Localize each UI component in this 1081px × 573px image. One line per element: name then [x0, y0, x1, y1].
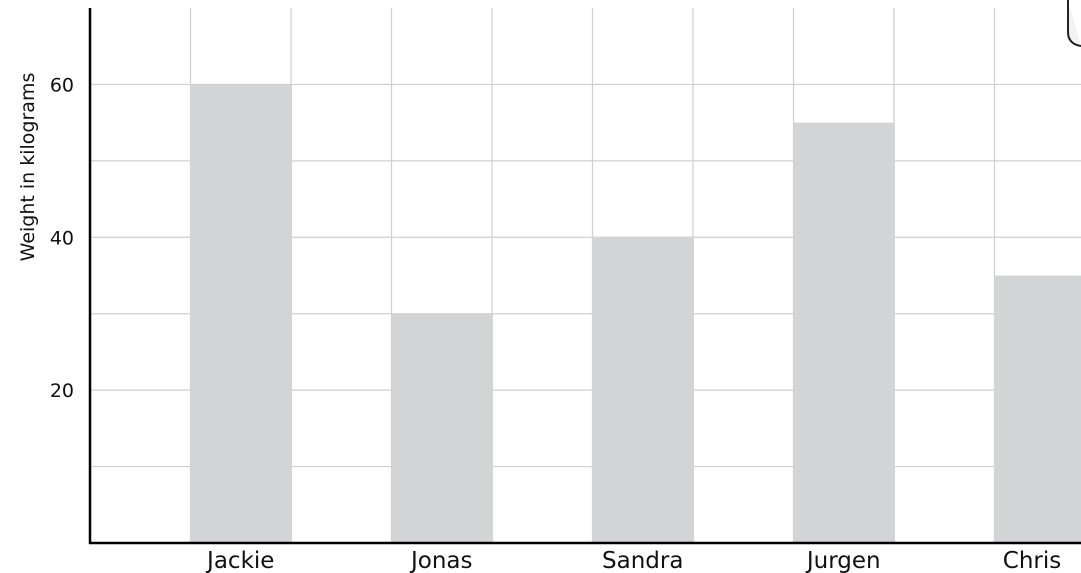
category-labels: Jackie Jonas Sandra Jurgen Chris: [205, 548, 1061, 573]
category-label: Chris: [1003, 548, 1061, 573]
bar-sandra: [592, 237, 694, 544]
bar-chris: [994, 275, 1081, 543]
y-tick-labels: 20 40 60: [50, 74, 74, 402]
y-tick-label: 60: [50, 74, 74, 96]
y-axis-label: Weight in kilograms: [17, 73, 39, 262]
y-tick-label: 40: [50, 227, 74, 249]
bar-jurgen: [793, 122, 895, 544]
bars: [190, 84, 1081, 544]
bar-jonas: [391, 313, 493, 543]
corner-widget: [1067, 0, 1081, 47]
category-label: Sandra: [602, 548, 683, 573]
category-label: Jurgen: [805, 548, 881, 573]
y-tick-label: 20: [50, 380, 74, 402]
axes: [88, 8, 1081, 545]
category-label: Jonas: [409, 548, 473, 573]
category-label: Jackie: [205, 548, 274, 573]
bar-jackie: [190, 84, 292, 543]
